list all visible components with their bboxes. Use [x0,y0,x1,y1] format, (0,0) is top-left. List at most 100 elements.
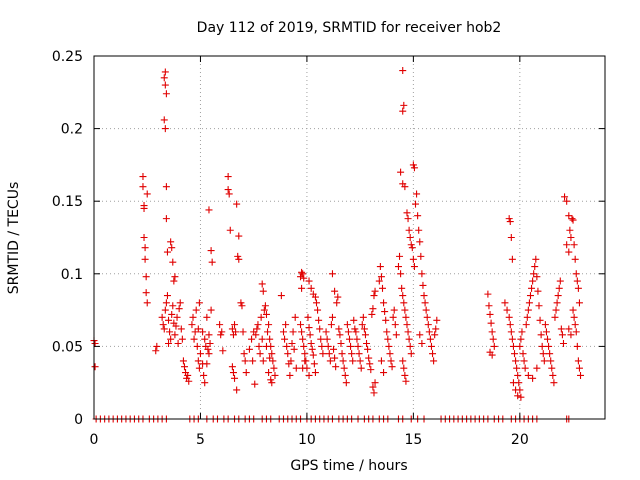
data-point [572,328,580,336]
data-point [205,206,213,214]
data-point [402,313,410,321]
y-tick-label: 0.15 [52,194,83,210]
chart-labels: Day 112 of 2019, SRMTID for receiver hob… [6,20,501,474]
data-point [205,350,213,358]
data-point [160,116,168,124]
data-point [547,357,555,365]
data-point [257,313,265,321]
data-points [90,67,585,423]
data-point [397,270,405,278]
data-point [203,313,211,321]
data-point [404,215,412,223]
data-point [571,255,579,263]
data-point [281,335,289,343]
data-point [347,342,355,350]
data-point [180,363,188,371]
data-point [552,306,560,314]
data-point [309,351,317,359]
data-point [139,183,147,191]
data-point [418,270,426,278]
data-point [271,371,279,379]
data-point [535,302,543,310]
data-point [226,226,234,234]
data-point [556,277,564,285]
data-point [194,357,202,365]
data-point [332,363,340,371]
data-point [538,342,546,350]
data-point [366,360,374,368]
data-point [169,258,177,266]
data-point [399,107,407,115]
data-point [558,331,566,339]
data-point [142,273,150,281]
data-point [414,212,422,220]
data-point [260,306,268,314]
data-point [533,273,541,281]
data-point [310,360,318,368]
data-point [423,313,431,321]
data-point [361,331,369,339]
data-point [371,379,379,387]
data-point [335,325,343,333]
data-point [167,335,175,343]
data-point [200,371,208,379]
data-point [248,335,256,343]
data-point [429,350,437,358]
data-point [369,383,377,391]
data-point [512,357,520,365]
data-point [238,302,246,310]
data-point [505,215,513,223]
data-point [224,173,232,181]
data-point [233,200,241,208]
data-point [352,328,360,336]
data-point [524,306,532,314]
data-point [530,270,538,278]
data-point [165,339,173,347]
data-point [346,335,353,343]
data-point [297,321,305,329]
x-axis-label: GPS time / hours [290,458,407,474]
data-point [306,331,314,339]
data-point [207,247,215,255]
data-point [270,364,278,372]
data-point [401,306,409,314]
data-point [265,321,273,329]
data-point [219,347,227,355]
data-point [203,360,211,368]
data-point [268,379,276,387]
data-point [349,357,357,365]
data-point [412,200,420,208]
data-point [225,190,233,198]
data-point [337,339,345,347]
data-point [379,284,387,292]
axes: 0 5 10 15 20 0 0.05 0.1 0.15 0.2 0.25 [52,49,606,448]
data-point [565,212,573,220]
data-point [292,364,300,372]
x-tick-label: 20 [511,432,529,448]
data-point [567,331,575,339]
data-point [242,369,250,377]
data-point [525,299,533,307]
data-point [523,313,531,321]
data-point [173,313,181,321]
data-point [240,350,248,358]
data-point [195,299,203,307]
data-point [422,306,430,314]
data-point [403,321,411,329]
data-point [396,252,404,260]
data-point [507,328,515,336]
data-point [161,68,169,76]
data-point [251,380,259,388]
data-point [298,268,306,276]
data-point [432,325,440,333]
y-tick-label: 0.25 [52,49,83,65]
data-point [416,238,424,246]
data-point [139,173,147,181]
data-point [522,321,530,329]
data-point [571,321,579,329]
data-point [201,379,209,387]
data-point [201,335,209,343]
data-point [153,342,161,350]
data-point [405,226,413,234]
data-point [333,299,341,307]
